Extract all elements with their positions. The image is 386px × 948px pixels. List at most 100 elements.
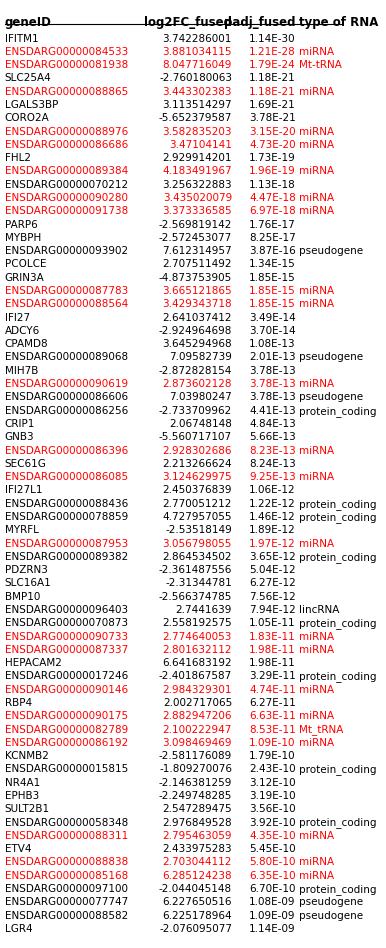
Text: -2.044045148: -2.044045148 xyxy=(159,884,232,894)
Text: 1.18E-21: 1.18E-21 xyxy=(249,86,296,97)
Text: 1.85E-15: 1.85E-15 xyxy=(249,273,296,283)
Text: 3.124629975: 3.124629975 xyxy=(163,472,232,483)
Text: padj_fused: padj_fused xyxy=(224,15,296,28)
Text: 3.12E-10: 3.12E-10 xyxy=(249,777,296,788)
Text: 1.34E-15: 1.34E-15 xyxy=(249,260,296,269)
Text: 6.641683192: 6.641683192 xyxy=(163,658,232,668)
Text: 7.94E-12: 7.94E-12 xyxy=(249,605,296,615)
Text: ENSDARG00000078859: ENSDARG00000078859 xyxy=(5,512,128,522)
Text: protein_coding: protein_coding xyxy=(299,618,377,629)
Text: 8.24E-13: 8.24E-13 xyxy=(249,459,296,469)
Text: PARP6: PARP6 xyxy=(5,220,37,229)
Text: 1.79E-24: 1.79E-24 xyxy=(249,60,296,70)
Text: -2.924964698: -2.924964698 xyxy=(159,326,232,336)
Text: MIH7B: MIH7B xyxy=(5,366,38,375)
Text: 1.22E-12: 1.22E-12 xyxy=(249,499,296,509)
Text: ENSDARG00000086606: ENSDARG00000086606 xyxy=(5,392,128,402)
Text: ETV4: ETV4 xyxy=(5,844,31,854)
Text: 3.113514297: 3.113514297 xyxy=(163,100,232,110)
Text: 2.795463059: 2.795463059 xyxy=(163,830,232,841)
Text: 4.73E-20: 4.73E-20 xyxy=(249,140,296,150)
Text: 5.66E-13: 5.66E-13 xyxy=(249,432,296,442)
Text: ENSDARG00000087953: ENSDARG00000087953 xyxy=(5,538,128,549)
Text: ENSDARG00000084533: ENSDARG00000084533 xyxy=(5,46,128,57)
Text: -2.53518149: -2.53518149 xyxy=(165,525,232,536)
Text: miRNA: miRNA xyxy=(299,46,334,57)
Text: 1.21E-28: 1.21E-28 xyxy=(249,46,296,57)
Text: miRNA: miRNA xyxy=(299,870,334,881)
Text: protein_coding: protein_coding xyxy=(299,884,377,895)
Text: ENSDARG00000091738: ENSDARG00000091738 xyxy=(5,207,128,216)
Text: 8.23E-13: 8.23E-13 xyxy=(249,446,296,455)
Text: 1.85E-15: 1.85E-15 xyxy=(249,286,296,296)
Text: 6.227650516: 6.227650516 xyxy=(163,898,232,907)
Text: 3.92E-10: 3.92E-10 xyxy=(249,817,296,828)
Text: 2.770051212: 2.770051212 xyxy=(163,499,232,509)
Text: miRNA: miRNA xyxy=(299,645,334,655)
Text: 1.83E-11: 1.83E-11 xyxy=(249,631,296,642)
Text: 3.881034115: 3.881034115 xyxy=(163,46,232,57)
Text: 4.727957055: 4.727957055 xyxy=(163,512,232,522)
Text: 6.63E-11: 6.63E-11 xyxy=(249,711,296,721)
Text: protein_coding: protein_coding xyxy=(299,817,377,829)
Text: ENSDARG00000090280: ENSDARG00000090280 xyxy=(5,193,128,203)
Text: 6.70E-10: 6.70E-10 xyxy=(249,884,296,894)
Text: LGALS3BP: LGALS3BP xyxy=(5,100,58,110)
Text: 1.89E-12: 1.89E-12 xyxy=(249,525,296,536)
Text: 2.01E-13: 2.01E-13 xyxy=(249,353,296,362)
Text: protein_coding: protein_coding xyxy=(299,764,377,775)
Text: 3.098469469: 3.098469469 xyxy=(163,738,232,748)
Text: ENSDARG00000089382: ENSDARG00000089382 xyxy=(5,552,128,562)
Text: -1.809270076: -1.809270076 xyxy=(159,764,232,775)
Text: -2.076095077: -2.076095077 xyxy=(159,924,232,934)
Text: pseudogene: pseudogene xyxy=(299,392,363,402)
Text: miRNA: miRNA xyxy=(299,140,334,150)
Text: ENSDARG00000086192: ENSDARG00000086192 xyxy=(5,738,128,748)
Text: 1.09E-09: 1.09E-09 xyxy=(249,911,296,921)
Text: 3.47104141: 3.47104141 xyxy=(169,140,232,150)
Text: miRNA: miRNA xyxy=(299,684,334,695)
Text: 2.707511492: 2.707511492 xyxy=(163,260,232,269)
Text: 4.41E-13: 4.41E-13 xyxy=(249,406,296,415)
Text: 3.665121865: 3.665121865 xyxy=(163,286,232,296)
Text: 2.984329301: 2.984329301 xyxy=(163,684,232,695)
Text: ENSDARG00000017246: ENSDARG00000017246 xyxy=(5,671,128,682)
Text: 8.047716049: 8.047716049 xyxy=(163,60,232,70)
Text: 1.98E-11: 1.98E-11 xyxy=(249,645,296,655)
Text: 1.05E-11: 1.05E-11 xyxy=(249,618,296,629)
Text: ENSDARG00000088564: ENSDARG00000088564 xyxy=(5,300,128,309)
Text: miRNA: miRNA xyxy=(299,127,334,137)
Text: 9.25E-13: 9.25E-13 xyxy=(249,472,296,483)
Text: miRNA: miRNA xyxy=(299,193,334,203)
Text: -2.872828154: -2.872828154 xyxy=(159,366,232,375)
Text: IFI27L1: IFI27L1 xyxy=(5,485,42,496)
Text: 1.18E-21: 1.18E-21 xyxy=(249,73,296,83)
Text: -2.146381259: -2.146381259 xyxy=(159,777,232,788)
Text: 1.76E-17: 1.76E-17 xyxy=(249,220,296,229)
Text: ENSDARG00000086256: ENSDARG00000086256 xyxy=(5,406,128,415)
Text: 5.04E-12: 5.04E-12 xyxy=(249,565,296,575)
Text: miRNA: miRNA xyxy=(299,472,334,483)
Text: 1.06E-12: 1.06E-12 xyxy=(249,485,296,496)
Text: -5.652379587: -5.652379587 xyxy=(159,114,232,123)
Text: 2.641037412: 2.641037412 xyxy=(163,313,232,322)
Text: 6.285124238: 6.285124238 xyxy=(163,870,232,881)
Text: pseudogene: pseudogene xyxy=(299,911,363,921)
Text: 3.78E-21: 3.78E-21 xyxy=(249,114,296,123)
Text: ENSDARG00000077747: ENSDARG00000077747 xyxy=(5,898,128,907)
Text: 3.443302383: 3.443302383 xyxy=(163,86,232,97)
Text: 2.703044112: 2.703044112 xyxy=(163,857,232,867)
Text: 1.69E-21: 1.69E-21 xyxy=(249,100,296,110)
Text: CPAMD8: CPAMD8 xyxy=(5,339,49,349)
Text: protein_coding: protein_coding xyxy=(299,671,377,683)
Text: ENSDARG00000090733: ENSDARG00000090733 xyxy=(5,631,128,642)
Text: PDZRN3: PDZRN3 xyxy=(5,565,48,575)
Text: 2.433975283: 2.433975283 xyxy=(163,844,232,854)
Text: 3.19E-10: 3.19E-10 xyxy=(249,791,296,801)
Text: miRNA: miRNA xyxy=(299,86,334,97)
Text: 8.25E-17: 8.25E-17 xyxy=(249,233,296,243)
Text: EPHB3: EPHB3 xyxy=(5,791,39,801)
Text: ADCY6: ADCY6 xyxy=(5,326,40,336)
Text: 7.612314957: 7.612314957 xyxy=(163,246,232,256)
Text: 7.56E-12: 7.56E-12 xyxy=(249,592,296,602)
